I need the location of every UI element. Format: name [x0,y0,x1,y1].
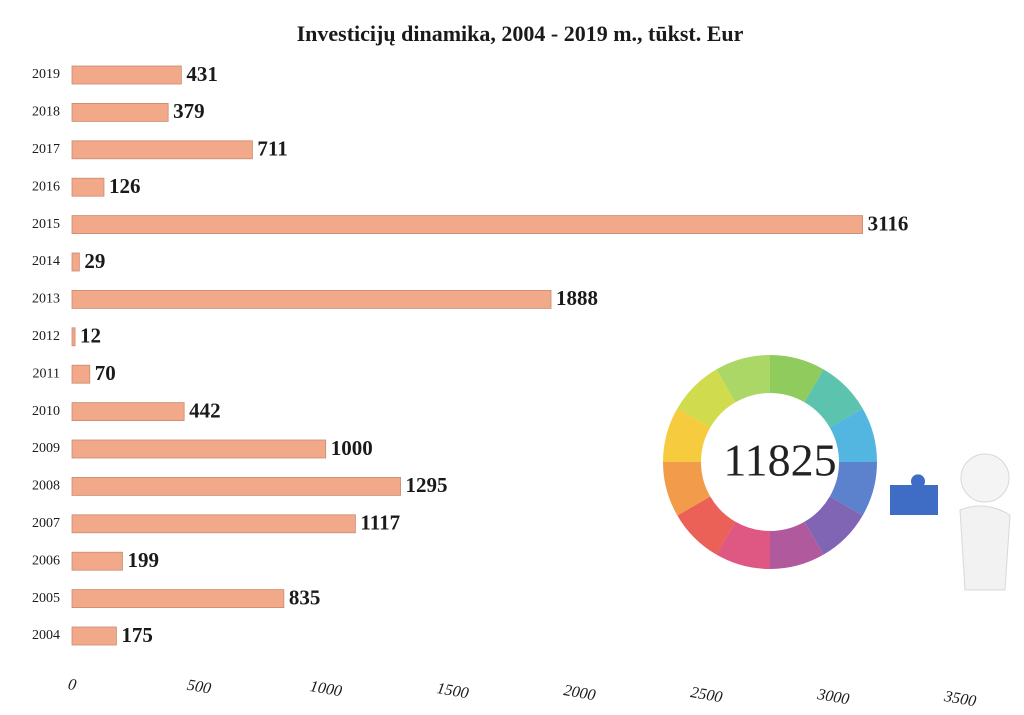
bar [72,66,181,84]
value-label: 1117 [360,511,400,535]
puzzle-piece [726,374,770,386]
chart: Investicijų dinamika, 2004 - 2019 m., tū… [0,0,1024,715]
bar [72,253,79,271]
puzzle-piece [682,418,694,462]
bar [72,178,104,196]
value-label: 126 [109,174,141,198]
y-tick-label: 2011 [33,366,60,381]
value-label: 199 [127,548,158,572]
y-tick-label: 2009 [32,441,60,456]
puzzle-piece [682,462,694,506]
puzzle-piece [814,386,846,418]
puzzle-piece [726,538,770,550]
bar [72,477,401,495]
bar [72,627,116,645]
y-tick-label: 2010 [32,404,60,419]
y-tick-label: 2019 [32,67,60,82]
value-label: 1000 [331,436,373,460]
value-label: 711 [257,137,287,161]
bar [72,290,551,308]
x-tick-label: 0 [67,676,78,694]
bar [72,552,122,570]
y-tick-label: 2018 [32,105,60,120]
bar [72,440,326,458]
y-tick-label: 2015 [32,217,60,232]
x-tick-label: 3000 [815,686,850,708]
chart-title: Investicijų dinamika, 2004 - 2019 m., tū… [297,21,744,46]
value-label: 1295 [406,473,448,497]
x-tick-label: 3500 [942,688,977,710]
bar [72,403,184,421]
value-label: 442 [189,398,221,422]
figure [890,454,1010,590]
y-tick-label: 2006 [32,553,60,568]
y-tick-label: 2012 [32,329,60,344]
bar [72,216,863,234]
value-label: 29 [84,249,105,273]
value-label: 12 [80,324,101,348]
value-label: 175 [121,623,152,647]
puzzle-piece [770,538,814,550]
puzzle-piece [846,418,858,462]
bar [72,103,168,121]
value-label: 1888 [556,286,598,310]
x-tick-label: 500 [186,677,213,698]
value-label: 70 [95,361,116,385]
x-tick-label: 2500 [689,684,723,706]
puzzle-piece [814,506,846,538]
y-tick-label: 2004 [32,628,60,643]
value-label: 379 [173,99,205,123]
bar [72,515,355,533]
y-tick-label: 2014 [32,254,60,269]
x-tick-label: 1500 [435,680,469,702]
y-tick-label: 2016 [32,179,60,194]
puzzle-piece [770,374,814,386]
y-tick-label: 2017 [32,142,60,157]
y-tick-label: 2005 [32,591,60,606]
x-tick-label: 2000 [562,682,596,704]
value-label: 835 [289,585,321,609]
bar [72,328,75,346]
y-tick-label: 2008 [32,479,60,494]
value-label: 431 [186,62,218,86]
puzzle-piece [694,386,726,418]
y-tick-label: 2007 [32,516,60,531]
bar [72,590,284,608]
y-tick-label: 2013 [32,292,60,307]
total-annotation: 11825 [723,435,836,486]
bar [72,141,252,159]
x-tick-label: 1000 [309,678,343,700]
puzzle-piece [846,462,858,506]
bar [72,365,90,383]
puzzle-piece [694,506,726,538]
value-label: 3116 [868,211,909,235]
